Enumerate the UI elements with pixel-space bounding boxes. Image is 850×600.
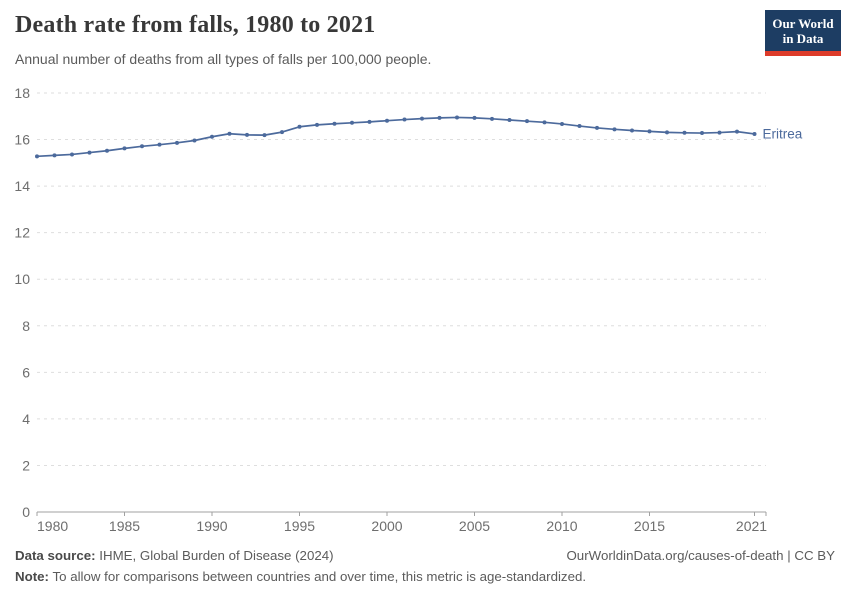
data-point[interactable] xyxy=(105,148,109,153)
data-point[interactable] xyxy=(490,116,494,121)
y-tick-label: 6 xyxy=(22,364,30,380)
x-tick-label: 2005 xyxy=(459,518,490,534)
data-point[interactable] xyxy=(595,125,599,130)
y-tick-label: 10 xyxy=(14,271,30,287)
data-point[interactable] xyxy=(122,146,127,151)
line-chart[interactable]: 0 2 4 6 8 10 12 14 16 18 1980 1985 1990 1995 2000 2005 2… xyxy=(0,84,850,544)
data-point[interactable] xyxy=(227,131,232,136)
x-tick-label: 1995 xyxy=(284,518,315,534)
data-point[interactable] xyxy=(87,150,92,155)
chart-footer: Data source: IHME, Global Burden of Dise… xyxy=(15,548,835,584)
data-source: Data source: IHME, Global Burden of Dise… xyxy=(15,548,334,563)
y-tick-label: 2 xyxy=(22,457,30,473)
note-text: To allow for comparisons between countri… xyxy=(52,569,587,584)
data-source-label: Data source: xyxy=(15,548,96,563)
x-tick-label: 2021 xyxy=(736,518,767,534)
data-point[interactable] xyxy=(647,129,652,134)
data-point[interactable] xyxy=(472,115,477,120)
data-point[interactable] xyxy=(630,128,634,133)
data-point[interactable] xyxy=(560,121,564,126)
data-point[interactable] xyxy=(735,129,739,134)
data-point[interactable] xyxy=(455,115,459,120)
logo-line-2: in Data xyxy=(782,31,824,46)
data-point[interactable] xyxy=(542,120,547,125)
eritrea-line[interactable] xyxy=(36,116,756,158)
data-point[interactable] xyxy=(700,131,704,136)
data-point[interactable] xyxy=(297,124,302,129)
logo-line-1: Our World xyxy=(772,16,834,31)
data-point[interactable] xyxy=(35,154,39,159)
note-label: Note: xyxy=(15,569,49,584)
data-point[interactable] xyxy=(717,130,722,135)
x-tick-label: 1985 xyxy=(109,518,140,534)
y-tick-label: 4 xyxy=(22,411,30,427)
data-point[interactable] xyxy=(332,121,337,126)
data-point[interactable] xyxy=(192,138,197,143)
y-tick-label: 18 xyxy=(14,85,30,101)
chart-note: Note: To allow for comparisons between c… xyxy=(15,569,835,584)
y-tick-label: 14 xyxy=(14,178,30,194)
data-point[interactable] xyxy=(70,152,74,157)
data-point[interactable] xyxy=(210,134,214,139)
data-point[interactable] xyxy=(507,118,512,123)
page-title: Death rate from falls, 1980 to 2021 xyxy=(15,12,376,38)
data-point[interactable] xyxy=(682,130,687,135)
data-point[interactable] xyxy=(577,124,582,129)
data-point[interactable] xyxy=(752,131,757,136)
data-point[interactable] xyxy=(175,140,179,145)
data-point[interactable] xyxy=(350,120,354,125)
attribution-link[interactable]: OurWorldinData.org/causes-of-death | CC … xyxy=(566,548,835,563)
data-point[interactable] xyxy=(315,122,319,127)
x-tick-label: 2000 xyxy=(371,518,402,534)
data-point[interactable] xyxy=(437,115,442,120)
data-point[interactable] xyxy=(140,144,144,149)
data-point[interactable] xyxy=(280,130,284,135)
x-tick-label: 1980 xyxy=(37,518,68,534)
logo-red-bar xyxy=(765,51,841,56)
data-point[interactable] xyxy=(52,153,57,158)
data-point[interactable] xyxy=(665,130,669,135)
chart-subtitle: Annual number of deaths from all types o… xyxy=(15,51,432,67)
data-point[interactable] xyxy=(385,118,389,123)
data-point[interactable] xyxy=(525,119,529,124)
data-point[interactable] xyxy=(420,116,424,121)
data-point[interactable] xyxy=(245,132,249,137)
y-tick-label: 0 xyxy=(22,504,30,520)
x-tick-label: 2010 xyxy=(546,518,577,534)
x-tick-label: 1990 xyxy=(196,518,227,534)
data-point[interactable] xyxy=(402,117,407,122)
y-tick-label: 8 xyxy=(22,318,30,334)
x-tick-label: 2015 xyxy=(634,518,665,534)
data-point[interactable] xyxy=(367,119,372,124)
y-tick-label: 16 xyxy=(14,132,30,148)
owid-logo[interactable]: Our World in Data xyxy=(765,10,841,56)
data-source-text: IHME, Global Burden of Disease (2024) xyxy=(99,548,334,563)
entity-label[interactable]: Eritrea xyxy=(763,126,803,141)
y-tick-label: 12 xyxy=(14,225,30,241)
data-point[interactable] xyxy=(157,142,162,147)
data-point[interactable] xyxy=(612,127,617,132)
data-point[interactable] xyxy=(262,133,267,138)
